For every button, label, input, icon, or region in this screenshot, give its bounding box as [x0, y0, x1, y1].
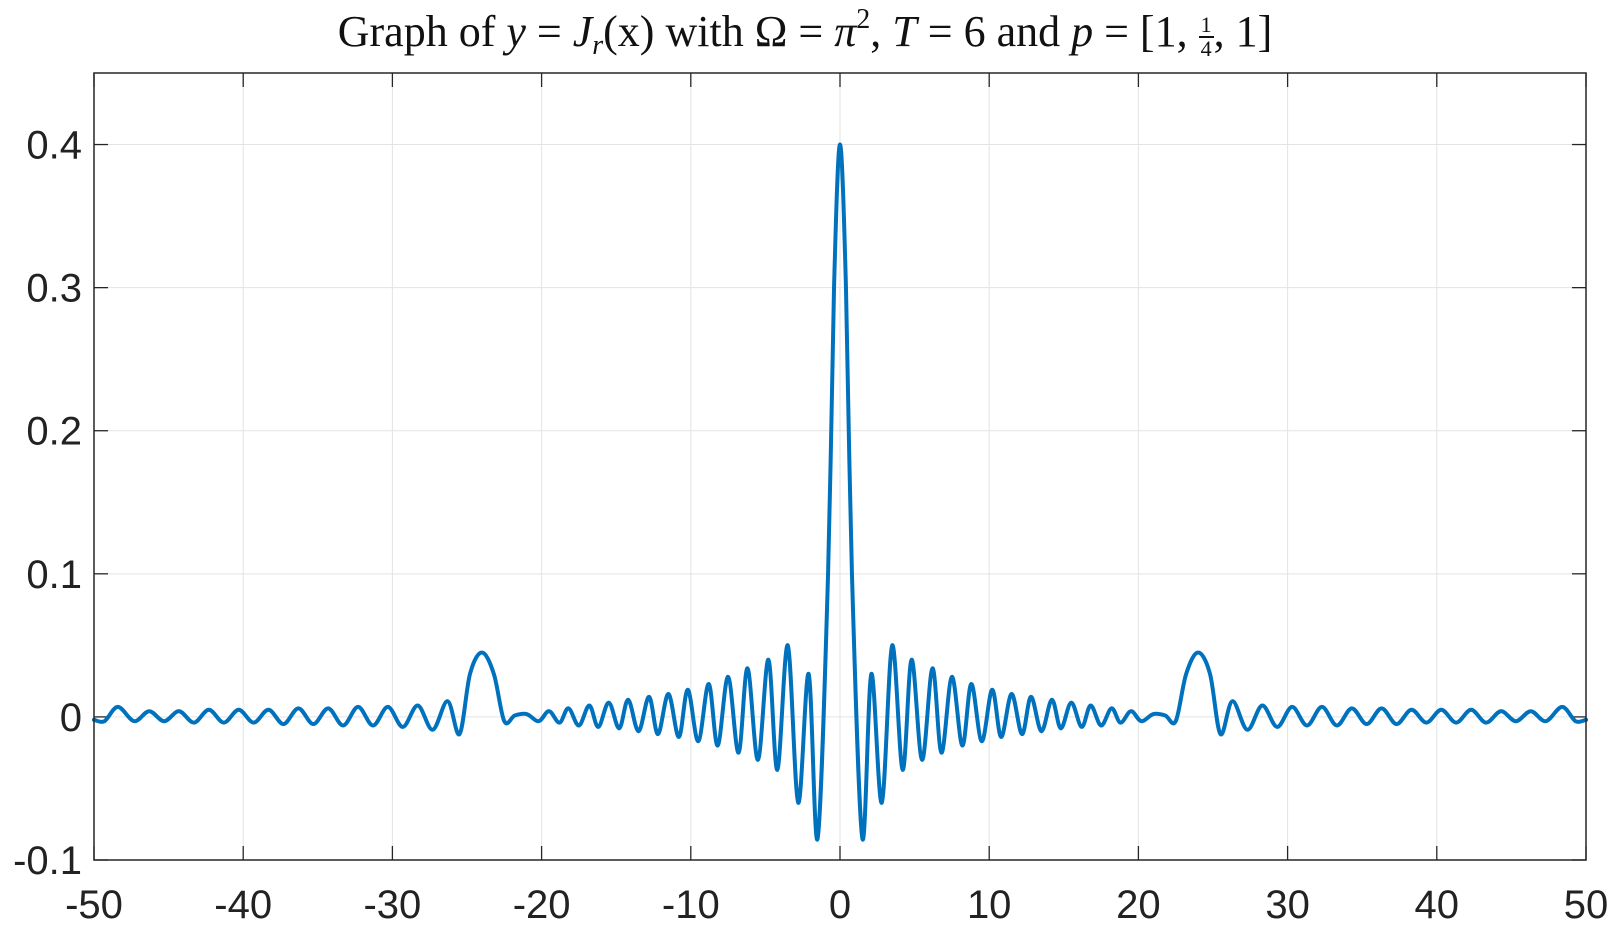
- x-tick-label-9: 40: [1415, 883, 1460, 924]
- y-tick-label-0: -0.1: [13, 839, 82, 883]
- title-symbol-pi: π: [834, 7, 857, 56]
- x-tick-label-2: -30: [363, 883, 421, 924]
- y-tick-label-4: 0.3: [26, 267, 82, 311]
- x-tick-label-10: 50: [1564, 883, 1609, 924]
- x-tick-label-0: -50: [65, 883, 123, 924]
- title-symbol-j: J: [572, 7, 593, 56]
- axes-box: [93, 72, 1587, 861]
- title-text-t-value: = 6 and: [916, 7, 1072, 56]
- x-tick-label-8: 30: [1265, 883, 1310, 924]
- title-symbol-y: y: [506, 7, 526, 56]
- x-tick-label-4: -10: [662, 883, 720, 924]
- y-tick-label-1: 0: [60, 696, 82, 740]
- title-subscript-r: r: [592, 30, 604, 61]
- x-tick-label-1: -40: [214, 883, 272, 924]
- x-tick-label-5: 0: [829, 883, 851, 924]
- title-separator: ,: [870, 7, 893, 56]
- title-symbol-omega: Ω: [754, 7, 788, 56]
- title-argument-x: (x): [603, 7, 655, 56]
- x-tick-label-3: -20: [513, 883, 571, 924]
- series-line-0: [92, 142, 1588, 842]
- title-fraction-denominator: 4: [1200, 36, 1212, 61]
- y-tick-label-2: 0.1: [26, 553, 82, 597]
- title-text-graph-of: Graph of: [337, 7, 507, 56]
- title-symbol-p: p: [1071, 7, 1094, 56]
- title-exponent-2: 2: [856, 4, 871, 35]
- y-tick-label-3: 0.2: [26, 410, 82, 454]
- title-text-p-open: = [1,: [1093, 7, 1199, 56]
- chart-title: Graph of y = Jr(x) with Ω = π2, T = 6 an…: [0, 4, 1610, 62]
- x-tick-label-6: 10: [967, 883, 1012, 924]
- title-equals-2: =: [787, 7, 835, 56]
- y-tick-label-5: 0.4: [26, 124, 82, 168]
- title-fraction-numerator: 1: [1198, 12, 1214, 38]
- title-text-p-close: , 1]: [1213, 7, 1273, 56]
- title-text-with: with: [654, 7, 755, 56]
- title-symbol-t: T: [892, 7, 917, 56]
- x-tick-label-7: 20: [1116, 883, 1161, 924]
- title-equals-1: =: [525, 7, 573, 56]
